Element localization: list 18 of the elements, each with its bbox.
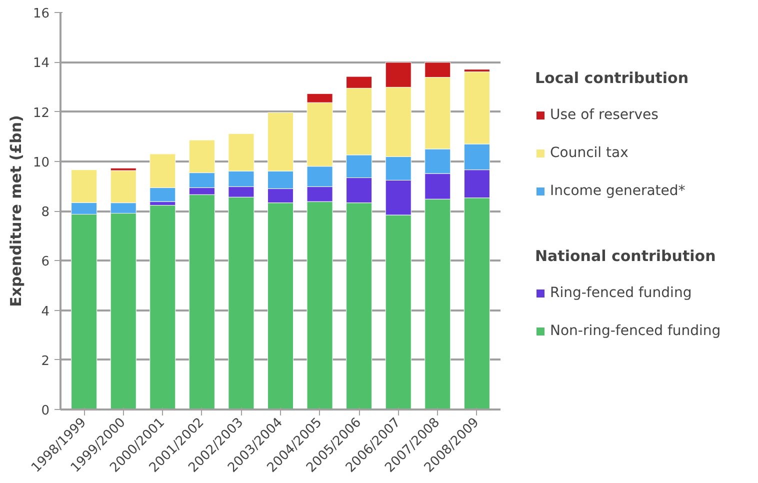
y-tick-label: 8	[41, 205, 50, 220]
text: National contribution	[535, 247, 717, 265]
legend-label: Council tax	[550, 145, 628, 161]
legend-label: Non-ring-fenced funding	[550, 323, 721, 339]
y-tick-label: 10	[32, 155, 50, 170]
legend-label: Use of reserves	[550, 107, 658, 123]
legend-label: Income generated*	[550, 183, 686, 199]
y-tick-label: 4	[41, 304, 50, 320]
text: Local contribution	[535, 69, 689, 87]
y-tick-label: 16	[32, 6, 50, 22]
legend-label: Ring-fenced funding	[550, 285, 692, 301]
y-tick-label: 14	[32, 56, 50, 72]
y-tick-label: 2	[41, 354, 50, 369]
bar	[150, 205, 176, 410]
y-tick-label: 6	[41, 254, 50, 270]
y-tick-label: 0	[41, 404, 50, 418]
y-axis-title: Expenditure met (£bn)	[6, 115, 25, 307]
y-tick-label: 12	[32, 106, 50, 121]
